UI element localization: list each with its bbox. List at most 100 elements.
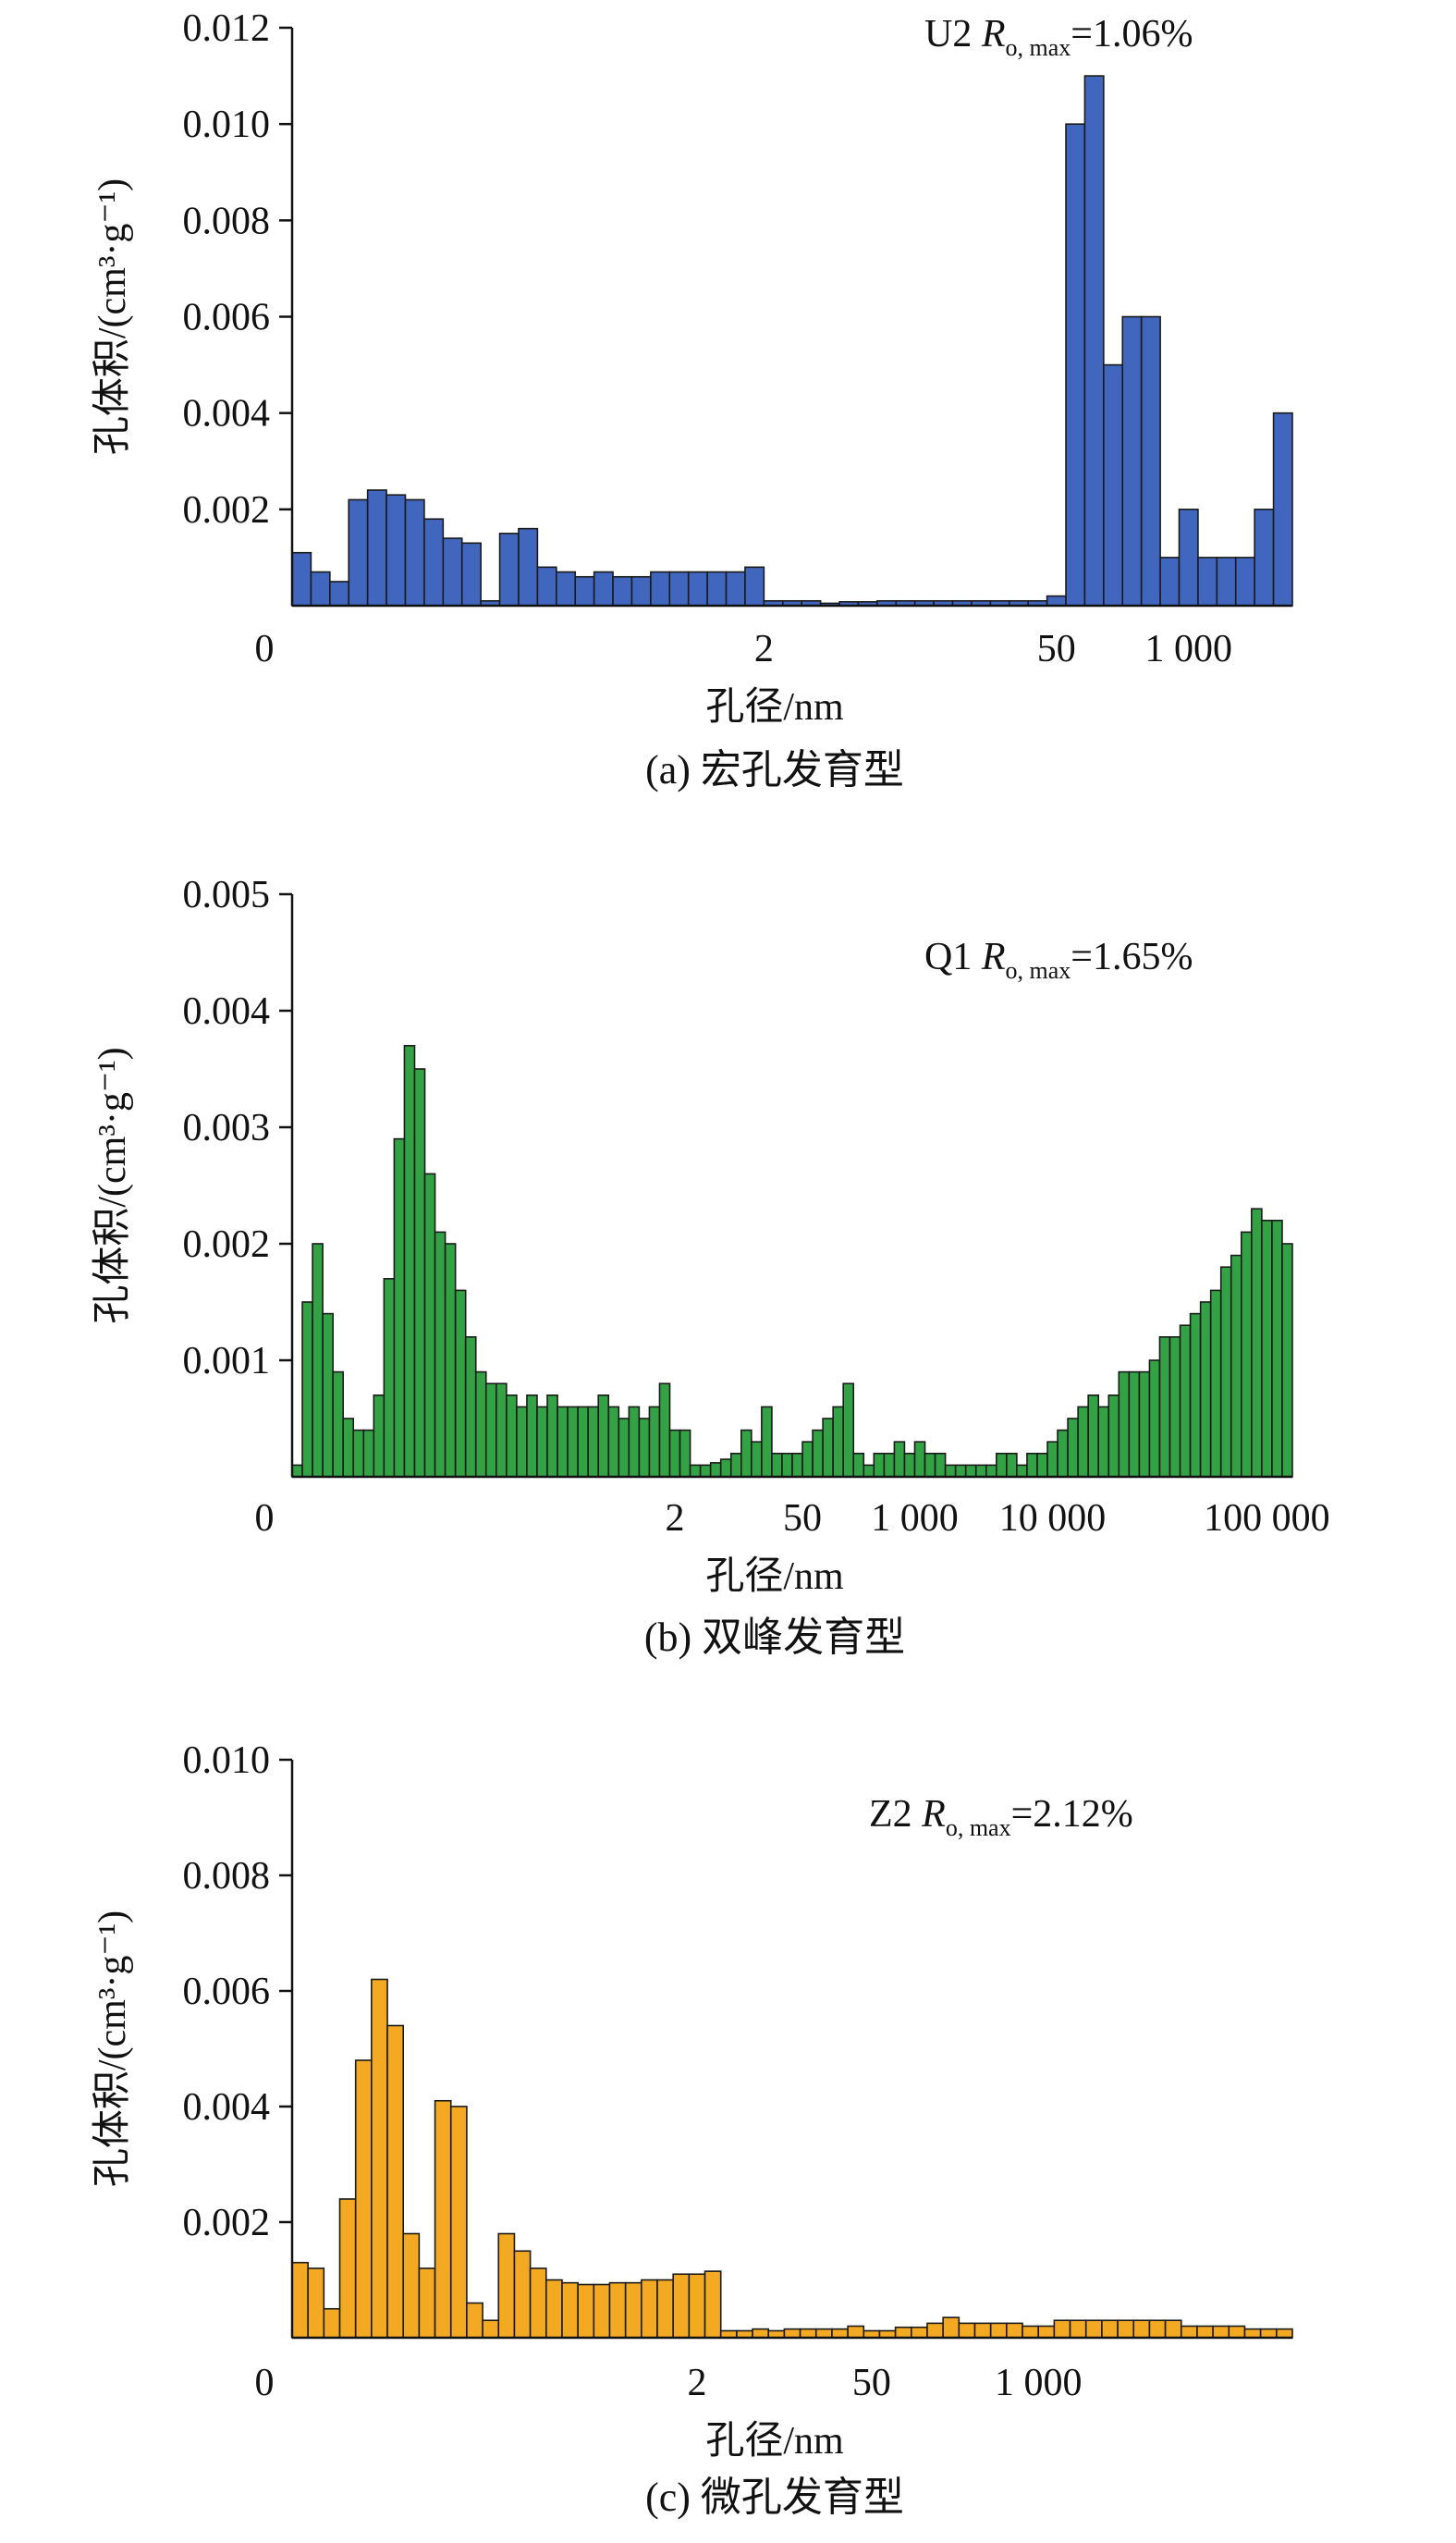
bar xyxy=(989,2322,1008,2339)
bar xyxy=(1209,1289,1222,1478)
y-tick-label: 0.004 xyxy=(183,393,271,436)
bar xyxy=(362,1429,375,1478)
bar xyxy=(1101,2319,1119,2339)
bar xyxy=(1241,1231,1253,1478)
bar xyxy=(1006,1453,1018,1478)
bars xyxy=(291,1045,1293,1478)
bar xyxy=(668,571,690,607)
bar xyxy=(656,2279,674,2339)
bar xyxy=(752,2328,770,2339)
bar xyxy=(1272,412,1293,607)
bar xyxy=(444,1243,457,1478)
bar xyxy=(1164,2319,1182,2339)
bar xyxy=(1261,1220,1273,1478)
bar xyxy=(648,1406,661,1478)
bar xyxy=(474,1370,487,1478)
bar xyxy=(672,2273,691,2339)
bar xyxy=(561,2281,579,2339)
panel-b: 0 0.001 0.002 0.003 0.004 0.005 2 50 1 000 10 000… xyxy=(92,874,1330,1660)
bar xyxy=(323,2307,341,2339)
sample-id: Q1 xyxy=(924,936,982,978)
bar xyxy=(1148,2319,1167,2339)
bar xyxy=(1243,2328,1262,2339)
bar xyxy=(454,1289,467,1478)
bar xyxy=(496,1382,508,1478)
y-tick-label: 0.010 xyxy=(183,1739,271,1782)
bar xyxy=(1057,1429,1069,1478)
bar xyxy=(516,1406,528,1478)
bar xyxy=(402,2232,421,2339)
bar xyxy=(291,1464,303,1478)
ro-value: =2.12% xyxy=(1011,1793,1133,1836)
bar xyxy=(689,1464,702,1478)
bar xyxy=(1180,2325,1198,2339)
bar xyxy=(679,1429,691,1478)
bar xyxy=(506,1394,518,1478)
bar xyxy=(312,1243,324,1478)
bar xyxy=(1158,1336,1171,1478)
y-tick-label: 0.005 xyxy=(183,874,271,916)
x-tick-label: 2 xyxy=(666,1497,685,1540)
bar xyxy=(761,1406,773,1478)
bar xyxy=(557,1406,569,1478)
sample-annotation: Q1 Ro, max=1.65% xyxy=(924,936,1193,984)
y-tick-label: 0 xyxy=(255,1497,275,1540)
bar xyxy=(973,2322,992,2339)
bar xyxy=(1107,1394,1120,1478)
y-tick-label: 0.010 xyxy=(183,104,271,146)
y-tick-label: 0.002 xyxy=(183,1223,271,1266)
bar xyxy=(814,2328,833,2339)
bar xyxy=(1037,2325,1056,2339)
bar xyxy=(386,2024,405,2339)
sample-id: U2 xyxy=(924,13,982,55)
bar xyxy=(574,575,595,607)
bar xyxy=(822,1418,834,1478)
bar xyxy=(812,1429,824,1478)
bar xyxy=(383,1278,396,1478)
bar xyxy=(1271,1220,1283,1478)
bar xyxy=(1234,557,1255,607)
bar xyxy=(1179,1324,1192,1478)
bar xyxy=(371,1978,388,2339)
bar xyxy=(781,1453,793,1478)
bar xyxy=(771,1453,783,1478)
ro-value: =1.65% xyxy=(1071,936,1193,978)
bar xyxy=(725,571,746,607)
x-tick-label: 50 xyxy=(852,2362,891,2404)
y-tick-label: 0.001 xyxy=(183,1340,271,1382)
bar xyxy=(1128,1370,1141,1478)
bar xyxy=(706,571,728,607)
bar xyxy=(482,2319,500,2339)
bar xyxy=(687,571,708,607)
bar xyxy=(497,2232,516,2339)
bar xyxy=(799,2328,817,2339)
bar xyxy=(434,1231,447,1478)
bar xyxy=(1216,557,1237,607)
y-axis-label: 孔体积/(cm³·g⁻¹) xyxy=(92,178,134,455)
bar xyxy=(688,2273,706,2339)
ro-subscript: o, max xyxy=(946,1814,1011,1841)
bar xyxy=(484,1382,497,1478)
bar xyxy=(1083,75,1105,607)
bar xyxy=(1036,1453,1048,1478)
bar xyxy=(460,542,482,607)
bar xyxy=(577,2283,595,2339)
bar xyxy=(1254,509,1275,607)
bar xyxy=(783,2328,801,2339)
bar xyxy=(329,581,350,607)
bar xyxy=(641,2279,658,2339)
bar xyxy=(385,494,407,607)
y-tick-label: 0.003 xyxy=(183,1107,271,1149)
y-tick-label: 0 xyxy=(255,628,275,670)
x-axis-label: 孔径/nm xyxy=(705,686,844,729)
bar xyxy=(1212,2325,1230,2339)
x-tick-label: 2 xyxy=(687,2362,706,2404)
bar xyxy=(403,1045,416,1478)
bar xyxy=(1259,2328,1278,2339)
bar xyxy=(518,527,539,607)
bar xyxy=(1121,315,1143,607)
bar xyxy=(291,2261,309,2339)
bar xyxy=(526,1394,538,1478)
bar xyxy=(513,2250,532,2339)
bar xyxy=(544,2279,563,2339)
